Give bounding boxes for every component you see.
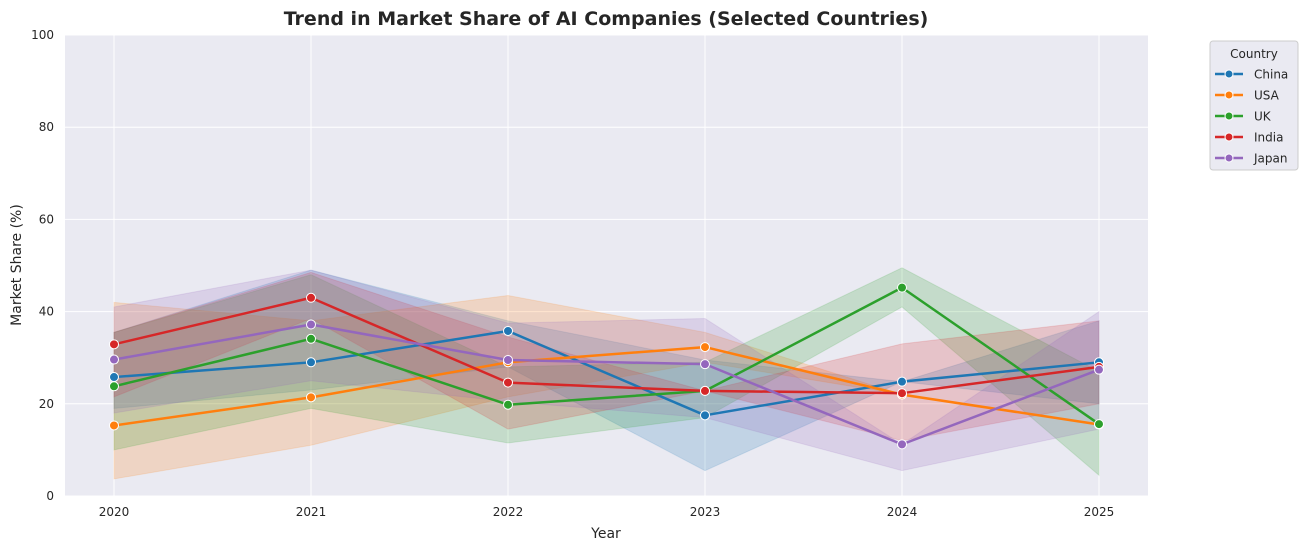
data-point-usa: [109, 420, 119, 431]
y-tick-labels: 0 20 40 60 80 100: [31, 28, 54, 503]
series-markers: [109, 282, 1104, 450]
data-point-china: [700, 410, 710, 421]
data-point-china: [109, 372, 119, 383]
x-tick-label: 2021: [296, 505, 327, 519]
x-axis-label: Year: [590, 526, 621, 542]
data-point-usa: [700, 342, 710, 353]
y-axis-label: Market Share (%): [9, 204, 25, 326]
legend-label-india: India: [1254, 131, 1283, 145]
x-tick-label: 2020: [99, 505, 130, 519]
data-point-usa: [306, 392, 316, 403]
legend-title: Country: [1230, 47, 1278, 61]
legend-marker-usa: [1224, 90, 1234, 100]
y-tick-label: 100: [31, 28, 54, 42]
series-line-uk: [113, 286, 1100, 426]
x-tick-label: 2024: [887, 505, 918, 519]
data-point-japan: [109, 354, 119, 365]
series-line-usa: [113, 345, 1100, 427]
legend-label-usa: USA: [1254, 89, 1280, 103]
data-point-uk: [897, 282, 907, 293]
data-point-india: [503, 377, 513, 388]
legend-label-japan: Japan: [1253, 152, 1287, 166]
legend-label-china: China: [1254, 68, 1288, 82]
data-point-china: [306, 357, 316, 368]
data-point-china: [503, 325, 513, 336]
x-tick-label: 2022: [493, 505, 524, 519]
data-point-japan: [306, 319, 316, 330]
legend-items: China USA UK India Japan: [1215, 68, 1288, 166]
y-tick-label: 80: [39, 120, 54, 134]
ci-band-india: [113, 271, 1100, 442]
series-lines: [113, 286, 1100, 446]
legend: Country China USA UK India Japan: [1209, 40, 1299, 171]
data-point-uk: [306, 333, 316, 344]
data-point-japan: [1094, 364, 1104, 375]
y-tick-label: 60: [39, 212, 54, 226]
legend-marker-uk: [1224, 111, 1234, 121]
data-point-japan: [897, 439, 907, 450]
series-line-china: [113, 329, 1100, 417]
data-point-japan: [503, 355, 513, 366]
x-tick-labels: 2020 2021 2022 2023 2024 2025: [99, 505, 1115, 519]
data-point-india: [306, 292, 316, 303]
series-line-japan: [113, 323, 1100, 446]
legend-marker-japan: [1224, 153, 1234, 163]
legend-marker-china: [1224, 69, 1234, 79]
data-point-india: [897, 388, 907, 399]
data-point-india: [109, 339, 119, 350]
legend-label-uk: UK: [1254, 110, 1272, 124]
chart-title: Trend in Market Share of AI Companies (S…: [284, 8, 929, 30]
data-point-uk: [109, 381, 119, 392]
data-point-japan: [700, 359, 710, 370]
y-tick-label: 0: [46, 489, 54, 503]
y-tick-label: 20: [39, 397, 54, 411]
x-tick-label: 2023: [690, 505, 721, 519]
x-tick-label: 2025: [1084, 505, 1115, 519]
data-point-china: [897, 376, 907, 387]
y-tick-label: 40: [39, 305, 54, 319]
series-line-india: [113, 296, 1100, 395]
data-point-india: [700, 385, 710, 396]
legend-marker-india: [1224, 132, 1234, 142]
data-point-uk: [503, 399, 513, 410]
data-point-uk: [1094, 419, 1104, 430]
